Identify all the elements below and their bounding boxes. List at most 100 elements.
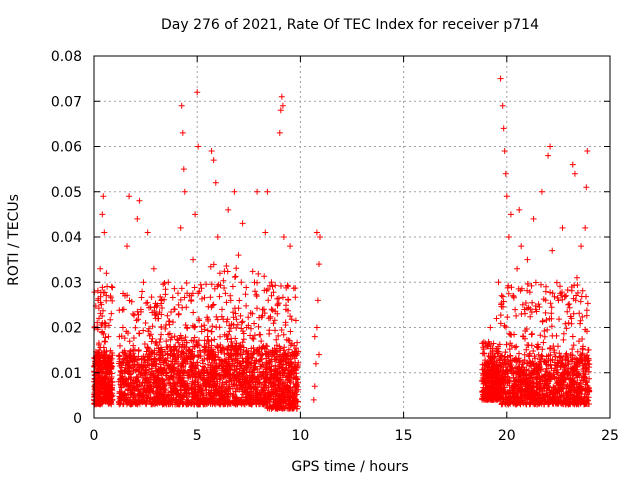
data-point — [183, 280, 190, 286]
data-point — [177, 375, 184, 382]
data-point — [583, 293, 589, 300]
data-point — [177, 392, 184, 399]
y-tick-label: 0.04 — [51, 230, 82, 246]
data-point — [149, 335, 156, 342]
data-point — [529, 330, 536, 337]
data-point — [147, 379, 153, 386]
data-point — [563, 292, 570, 299]
data-point — [155, 345, 162, 352]
data-point — [135, 399, 142, 406]
data-point — [191, 343, 198, 350]
data-point — [100, 330, 107, 337]
data-point — [144, 229, 151, 236]
data-point — [310, 396, 317, 403]
data-point — [176, 335, 183, 341]
data-point — [124, 243, 130, 250]
data-point — [194, 389, 201, 396]
data-point — [160, 281, 167, 288]
data-point — [507, 331, 514, 338]
data-point — [287, 328, 294, 335]
data-point — [135, 316, 142, 323]
data-point — [125, 330, 131, 337]
data-point — [95, 392, 102, 399]
data-point — [99, 284, 106, 291]
data-point — [95, 305, 102, 312]
data-point — [134, 215, 141, 222]
y-tick-label: 0.05 — [51, 185, 82, 201]
data-point — [161, 365, 168, 372]
data-point — [274, 301, 281, 308]
data-point — [272, 327, 278, 334]
data-point — [574, 282, 581, 288]
data-point — [311, 383, 318, 390]
data-point — [218, 313, 225, 320]
data-point — [487, 324, 494, 331]
data-point — [158, 300, 165, 307]
data-point — [204, 327, 211, 334]
data-point — [212, 179, 219, 186]
data-point — [138, 390, 144, 397]
data-point — [202, 347, 209, 354]
data-point — [238, 279, 245, 286]
data-point — [167, 388, 174, 395]
data-point — [178, 285, 185, 292]
data-point — [566, 301, 573, 307]
data-point — [150, 265, 157, 272]
data-point — [121, 335, 128, 342]
data-point — [104, 387, 111, 394]
data-point — [226, 328, 233, 335]
data-point — [208, 148, 215, 154]
data-point — [164, 350, 171, 357]
data-point — [312, 360, 319, 367]
data-point — [195, 143, 202, 150]
data-point — [200, 382, 207, 389]
data-point — [503, 341, 510, 348]
data-point — [126, 338, 133, 345]
data-point — [177, 224, 184, 231]
data-point — [495, 279, 502, 286]
data-point — [178, 102, 185, 109]
data-point — [313, 229, 320, 236]
data-point — [504, 314, 511, 321]
data-point — [130, 335, 137, 341]
data-point — [201, 337, 208, 344]
data-point — [98, 383, 105, 390]
data-point — [136, 330, 143, 337]
data-point — [167, 343, 174, 350]
data-point — [103, 270, 110, 277]
data-point — [158, 311, 165, 318]
data-point — [163, 394, 170, 401]
data-point — [560, 330, 567, 337]
data-point — [132, 324, 139, 331]
data-point — [538, 188, 545, 195]
data-point — [158, 331, 165, 338]
data-point — [97, 310, 104, 317]
data-point — [235, 252, 242, 259]
data-point — [185, 401, 192, 408]
data-point — [109, 284, 116, 291]
data-point — [177, 363, 184, 370]
data-point — [101, 375, 108, 382]
data-point — [479, 350, 486, 357]
y-tick-label: 0.08 — [51, 49, 82, 65]
data-point — [223, 263, 230, 269]
data-point — [160, 352, 167, 359]
data-point — [174, 365, 181, 372]
data-point — [314, 297, 321, 304]
data-point — [168, 309, 175, 315]
data-point — [157, 336, 164, 342]
data-point — [117, 367, 124, 374]
data-point — [145, 328, 152, 335]
data-point — [189, 373, 196, 380]
data-point — [205, 361, 211, 368]
data-point — [175, 290, 181, 297]
data-point — [499, 102, 506, 109]
data-point — [196, 337, 202, 344]
data-point — [545, 152, 552, 159]
data-point — [225, 206, 232, 213]
data-point — [171, 333, 178, 340]
data-point — [192, 365, 198, 372]
data-point — [107, 386, 114, 393]
data-point — [161, 296, 168, 303]
